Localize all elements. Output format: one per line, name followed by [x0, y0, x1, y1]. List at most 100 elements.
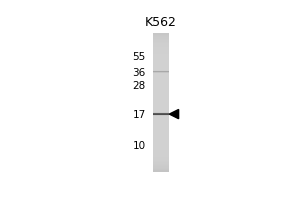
Bar [153, 94, 169, 96]
Bar [153, 76, 169, 78]
Bar [153, 71, 169, 72]
Bar [153, 115, 169, 116]
Bar [153, 166, 169, 168]
Bar [153, 101, 169, 103]
Bar [153, 42, 169, 43]
Bar [153, 103, 169, 104]
Bar [153, 46, 169, 47]
Bar [153, 161, 169, 162]
Bar [153, 140, 169, 141]
Bar [153, 44, 169, 46]
Bar [153, 91, 169, 93]
Bar [153, 83, 169, 85]
Bar [153, 139, 169, 140]
Bar [153, 33, 169, 35]
Bar [153, 136, 169, 137]
Bar [153, 39, 169, 40]
Bar [153, 143, 169, 144]
Bar [153, 134, 169, 136]
Bar [153, 147, 169, 148]
Bar [153, 129, 169, 130]
Text: 36: 36 [132, 68, 146, 78]
Bar [153, 165, 169, 166]
Bar [153, 53, 169, 54]
Bar [153, 108, 169, 109]
Bar [153, 87, 169, 89]
Bar [153, 86, 169, 87]
Bar [153, 61, 169, 62]
Bar [153, 89, 169, 90]
Bar [153, 146, 169, 147]
Bar [153, 132, 169, 133]
Bar [153, 168, 169, 169]
Bar [153, 126, 169, 127]
Bar [153, 164, 169, 165]
Bar [153, 159, 169, 161]
Bar [153, 36, 169, 37]
Bar [153, 82, 169, 83]
Bar [153, 73, 169, 75]
Text: 10: 10 [133, 141, 146, 151]
Bar [153, 68, 169, 69]
Bar [153, 62, 169, 64]
Bar [153, 105, 169, 107]
Bar [153, 158, 169, 159]
Bar [153, 122, 169, 123]
Bar [153, 121, 169, 122]
Bar [153, 97, 169, 98]
Bar [153, 65, 169, 67]
Bar [153, 35, 169, 36]
Bar [153, 80, 169, 82]
Bar [153, 107, 169, 108]
Polygon shape [169, 109, 178, 119]
Bar [153, 125, 169, 126]
Bar [153, 72, 169, 73]
Bar [153, 55, 169, 57]
Bar [153, 69, 169, 71]
Bar [153, 75, 169, 76]
Bar [153, 109, 169, 111]
Bar [153, 170, 169, 172]
Bar [153, 151, 169, 152]
Bar [153, 51, 169, 53]
Bar [153, 157, 169, 158]
Bar [153, 60, 169, 61]
Bar [153, 144, 169, 146]
Bar [153, 90, 169, 91]
Bar [153, 141, 169, 143]
Bar [153, 127, 169, 129]
Bar [153, 48, 169, 50]
Bar [153, 152, 169, 154]
Bar [153, 137, 169, 139]
Text: 55: 55 [132, 52, 146, 62]
Bar [153, 85, 169, 86]
Bar [153, 150, 169, 151]
Bar [153, 116, 169, 118]
Bar [153, 78, 169, 79]
Bar [153, 111, 169, 112]
Bar [153, 133, 169, 134]
Bar [153, 58, 169, 60]
Bar [153, 40, 169, 42]
Bar [153, 114, 169, 115]
Bar [153, 79, 169, 80]
Bar [153, 96, 169, 97]
Bar [153, 148, 169, 150]
Bar [153, 37, 169, 39]
Bar [153, 112, 169, 114]
Bar [153, 98, 169, 100]
Bar [153, 162, 169, 164]
Bar [153, 130, 169, 132]
Bar [153, 54, 169, 55]
Bar [153, 93, 169, 94]
Bar [153, 67, 169, 68]
Bar [153, 118, 169, 119]
Bar [153, 47, 169, 48]
Bar [153, 155, 169, 157]
Text: 17: 17 [132, 110, 146, 120]
Bar [153, 43, 169, 44]
Bar [153, 169, 169, 170]
Bar [153, 100, 169, 101]
Bar [153, 154, 169, 155]
Text: 28: 28 [132, 81, 146, 91]
